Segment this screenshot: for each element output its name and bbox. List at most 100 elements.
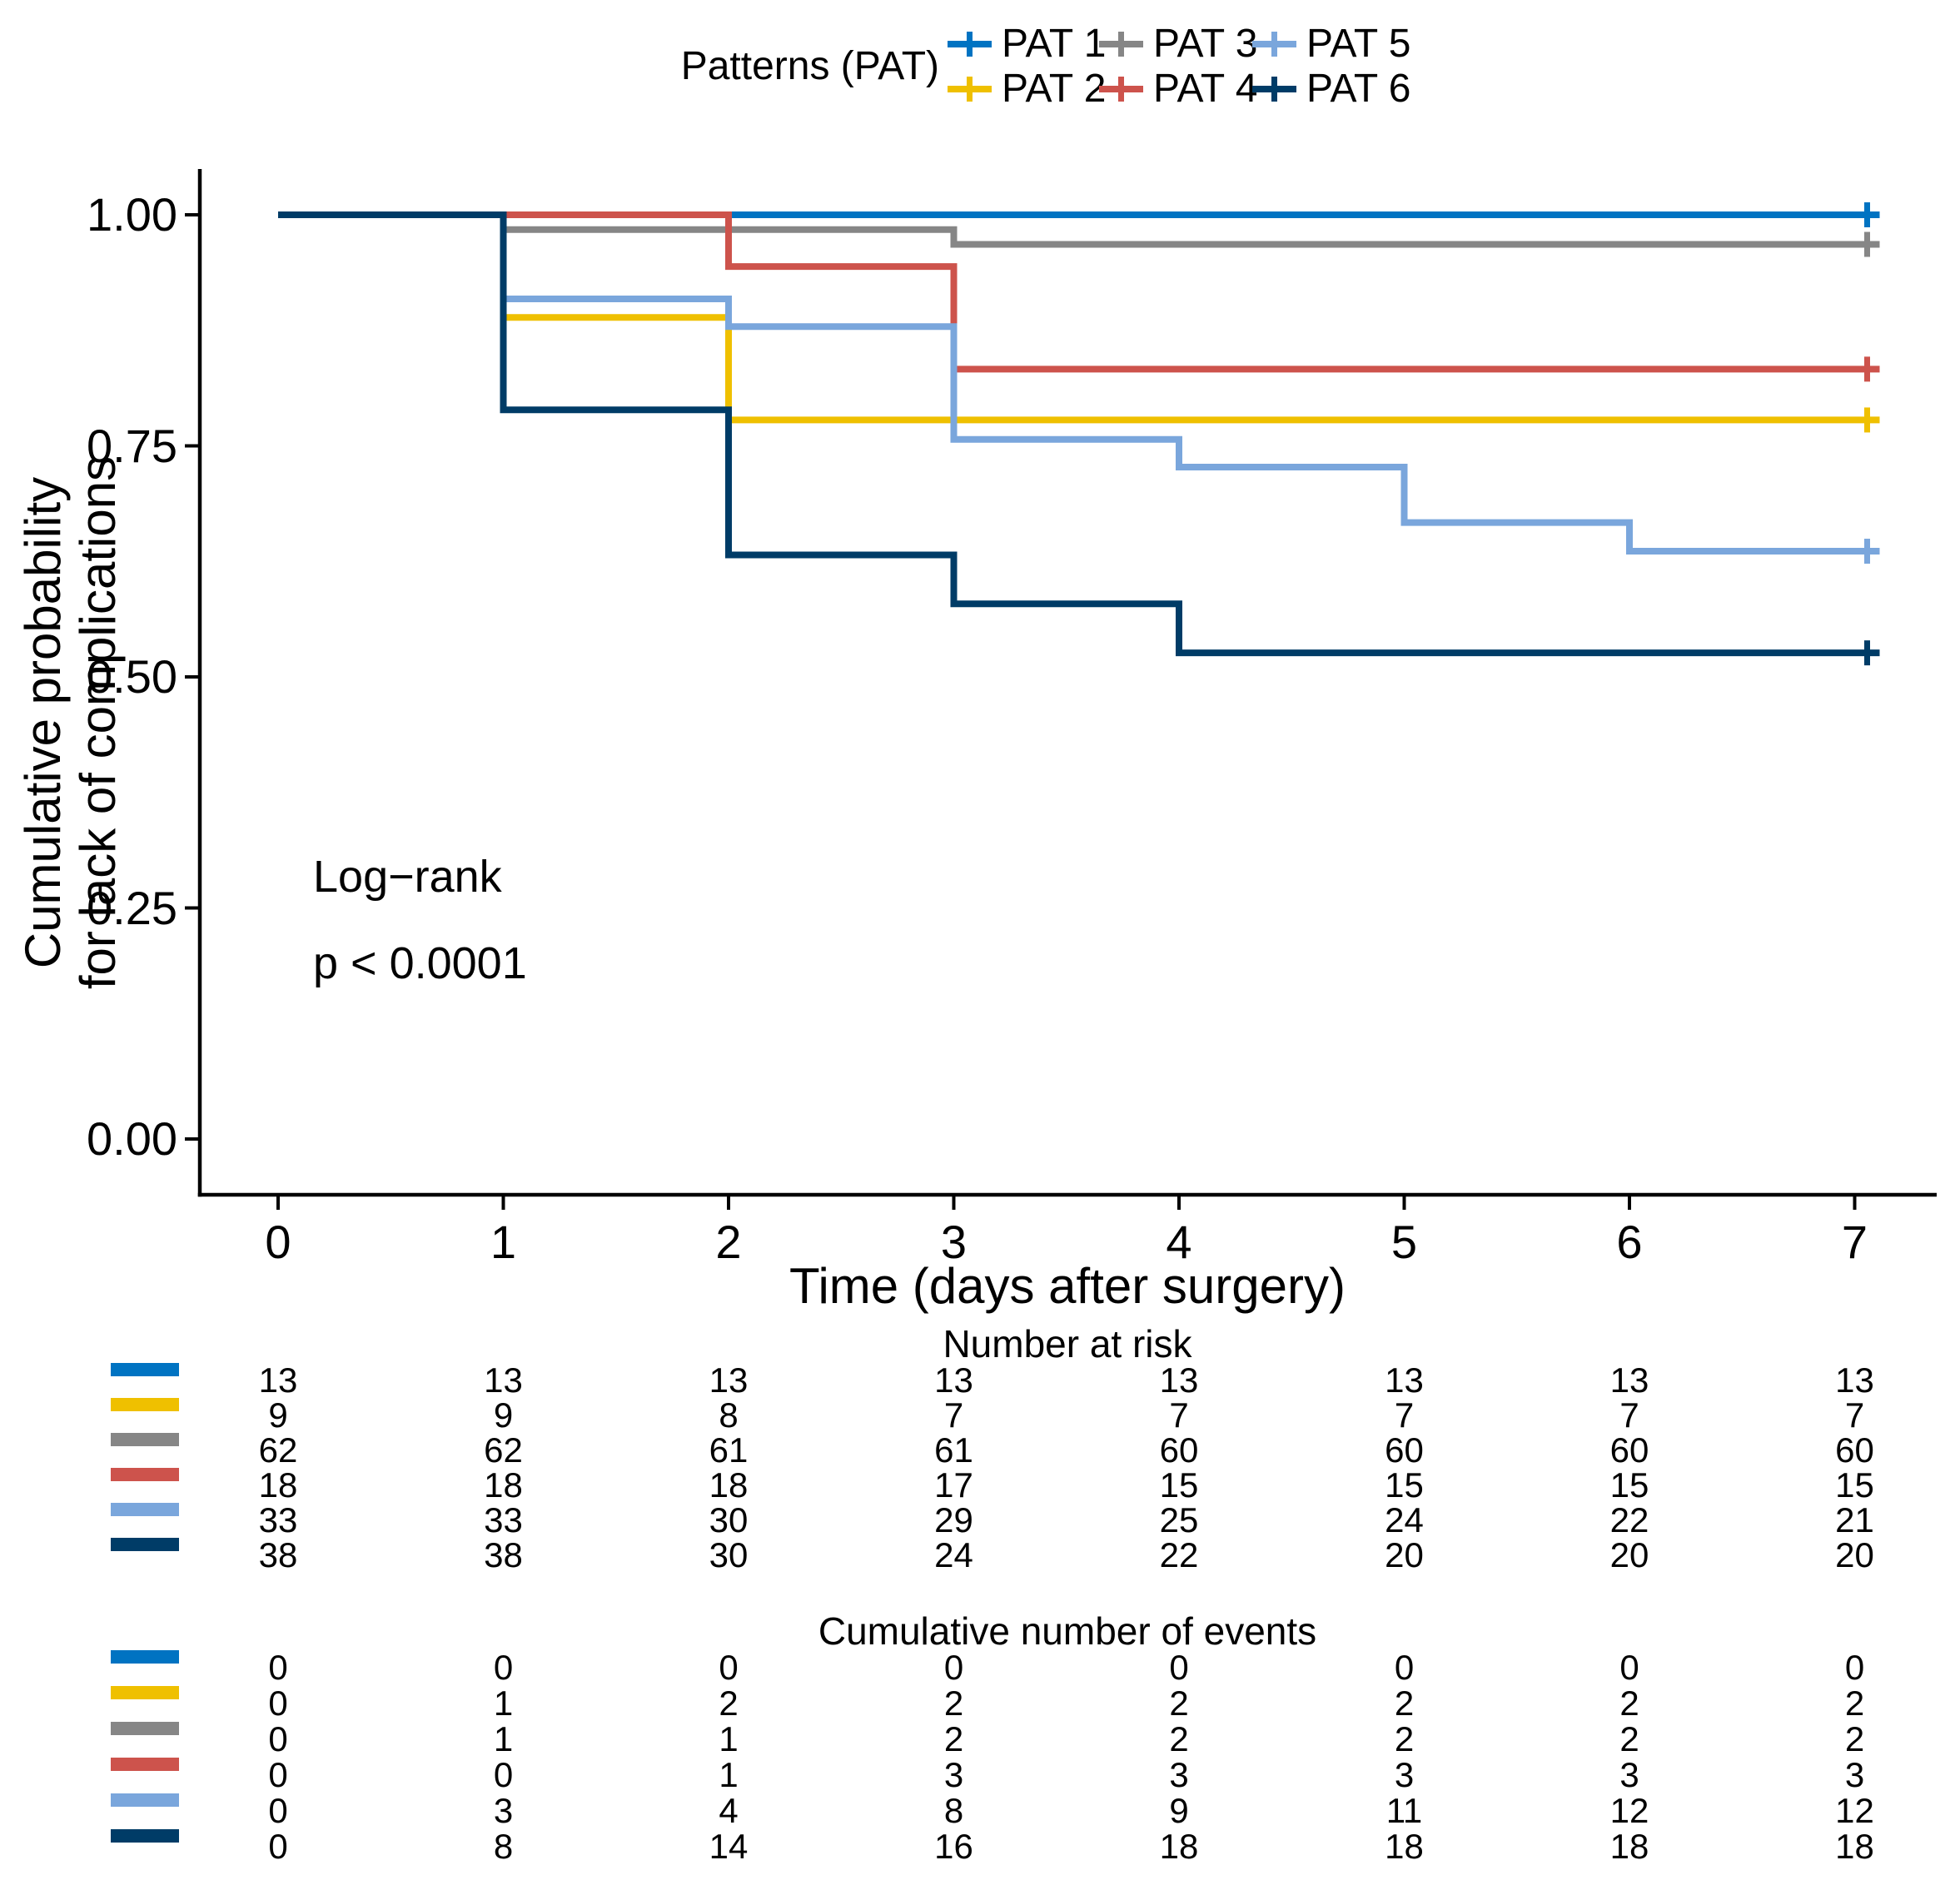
legend-key-pat-6 xyxy=(1252,77,1296,102)
legend-item-label: PAT 2 xyxy=(1002,67,1107,111)
legend-item-label: PAT 6 xyxy=(1306,67,1411,111)
events-cell-pat-6-day6: 18 xyxy=(1609,1827,1649,1866)
risk-swatch-pat-1 xyxy=(111,1363,179,1376)
legend-item-label: PAT 4 xyxy=(1153,67,1258,111)
legend-key-pat-4 xyxy=(1099,77,1143,102)
events-cell-pat-4-day7: 3 xyxy=(1844,1755,1865,1794)
events-cell-pat-3-day3: 2 xyxy=(943,1719,964,1758)
risk-cell-pat-1-day7: 13 xyxy=(1835,1360,1874,1400)
x-tick-label: 6 xyxy=(1616,1216,1643,1268)
risk-cell-pat-5-day4: 25 xyxy=(1159,1500,1199,1539)
risk-cell-pat-2-day0: 9 xyxy=(268,1395,288,1435)
censor-plus-icon xyxy=(967,32,973,57)
events-cell-pat-1-day7: 0 xyxy=(1844,1648,1865,1687)
risk-cell-pat-2-day1: 9 xyxy=(493,1395,514,1435)
risk-cell-pat-6-day0: 38 xyxy=(258,1535,298,1574)
x-tick-label: 0 xyxy=(265,1216,291,1268)
risk-swatch-pat-2 xyxy=(111,1398,179,1411)
legend-item-pat-4: PAT 4 xyxy=(1099,67,1307,111)
events-cell-pat-2-day2: 2 xyxy=(719,1684,739,1723)
risk-swatch-pat-5 xyxy=(111,1503,179,1516)
events-cell-pat-3-day7: 2 xyxy=(1844,1719,1865,1758)
risk-cell-pat-5-day3: 29 xyxy=(934,1500,973,1539)
legend-item-label: PAT 3 xyxy=(1153,22,1258,66)
y-tick-label: 0.25 xyxy=(87,881,177,934)
events-cell-pat-3-day4: 2 xyxy=(1169,1719,1189,1758)
events-swatch-pat-4 xyxy=(111,1758,179,1771)
risk-cell-pat-4-day3: 17 xyxy=(934,1465,973,1505)
risk-cell-pat-6-day2: 30 xyxy=(709,1535,749,1574)
risk-cell-pat-6-day7: 20 xyxy=(1835,1535,1874,1574)
risk-cell-pat-4-day7: 15 xyxy=(1835,1465,1874,1505)
legend-key-pat-5 xyxy=(1252,32,1296,57)
events-cell-pat-2-day3: 2 xyxy=(943,1684,964,1723)
risk-cell-pat-5-day1: 33 xyxy=(484,1500,523,1539)
risk-cell-pat-3-day3: 61 xyxy=(934,1430,973,1470)
risk-cell-pat-1-day2: 13 xyxy=(709,1360,749,1400)
events-cell-pat-4-day3: 3 xyxy=(943,1755,964,1794)
y-tick-label: 0.75 xyxy=(87,419,177,472)
censor-plus-icon xyxy=(1118,32,1124,57)
risk-swatch-pat-4 xyxy=(111,1468,179,1481)
events-swatch-pat-1 xyxy=(111,1650,179,1664)
y-tick-label: 0.50 xyxy=(87,650,177,703)
events-cell-pat-1-day4: 0 xyxy=(1169,1648,1189,1687)
legend-item-pat-5: PAT 5 xyxy=(1252,22,1460,66)
risk-cell-pat-1-day4: 13 xyxy=(1159,1360,1199,1400)
events-cell-pat-2-day0: 0 xyxy=(268,1684,288,1723)
events-cell-pat-6-day5: 18 xyxy=(1385,1827,1424,1866)
events-cell-pat-4-day1: 0 xyxy=(493,1755,514,1794)
risk-cell-pat-2-day6: 7 xyxy=(1619,1395,1639,1435)
risk-cell-pat-5-day2: 30 xyxy=(709,1500,749,1539)
risk-cell-pat-4-day1: 18 xyxy=(484,1465,523,1505)
events-cell-pat-5-day1: 3 xyxy=(493,1791,514,1830)
risk-cell-pat-3-day5: 60 xyxy=(1385,1430,1424,1470)
events-swatch-pat-6 xyxy=(111,1829,179,1843)
censor-plus-icon xyxy=(967,77,973,102)
survival-curve-pat-6 xyxy=(278,211,1880,657)
events-table-title: Cumulative number of events xyxy=(818,1609,1317,1653)
events-cell-pat-4-day6: 3 xyxy=(1619,1755,1639,1794)
risk-cell-pat-1-day3: 13 xyxy=(934,1360,973,1400)
events-cell-pat-1-day3: 0 xyxy=(943,1648,964,1687)
events-cell-pat-5-day6: 12 xyxy=(1609,1791,1649,1830)
risk-cell-pat-4-day2: 18 xyxy=(709,1465,749,1505)
events-cell-pat-4-day2: 1 xyxy=(719,1755,739,1794)
events-cell-pat-6-day3: 16 xyxy=(934,1827,973,1866)
events-cell-pat-5-day7: 12 xyxy=(1835,1791,1874,1830)
events-swatch-pat-3 xyxy=(111,1722,179,1735)
events-cell-pat-2-day7: 2 xyxy=(1844,1684,1865,1723)
risk-cell-pat-3-day2: 61 xyxy=(709,1430,749,1470)
legend-key-pat-2 xyxy=(948,77,992,102)
events-cell-pat-4-day5: 3 xyxy=(1394,1755,1415,1794)
x-tick-label: 5 xyxy=(1390,1216,1418,1268)
events-cell-pat-6-day1: 8 xyxy=(493,1827,514,1866)
risk-cell-pat-1-day0: 13 xyxy=(258,1360,298,1400)
risk-cell-pat-2-day2: 8 xyxy=(719,1395,739,1435)
legend-item-pat-3: PAT 3 xyxy=(1099,22,1307,66)
risk-cell-pat-2-day4: 7 xyxy=(1169,1395,1189,1435)
risk-cell-pat-6-day5: 20 xyxy=(1385,1535,1424,1574)
risk-cell-pat-4-day6: 15 xyxy=(1609,1465,1649,1505)
y-tick-label: 0.00 xyxy=(87,1112,177,1165)
legend-key-pat-1 xyxy=(948,32,992,57)
x-tick-label: 3 xyxy=(940,1216,968,1268)
events-cell-pat-6-day2: 14 xyxy=(709,1827,749,1866)
events-cell-pat-3-day5: 2 xyxy=(1394,1719,1415,1758)
censor-plus-icon xyxy=(1271,77,1277,102)
y-tick-label: 1.00 xyxy=(87,188,177,241)
censor-plus-icon xyxy=(1271,32,1277,57)
events-cell-pat-6-day0: 0 xyxy=(268,1827,288,1866)
legend-item-pat-1: PAT 1 xyxy=(948,22,1156,66)
risk-cell-pat-1-day5: 13 xyxy=(1385,1360,1424,1400)
events-cell-pat-6-day4: 18 xyxy=(1159,1827,1199,1866)
censor-plus-icon xyxy=(1118,77,1124,102)
x-tick-label: 1 xyxy=(490,1216,517,1268)
risk-cell-pat-2-day5: 7 xyxy=(1394,1395,1415,1435)
events-swatch-pat-5 xyxy=(111,1793,179,1807)
events-cell-pat-3-day1: 1 xyxy=(493,1719,514,1758)
risk-cell-pat-1-day6: 13 xyxy=(1609,1360,1649,1400)
events-cell-pat-4-day0: 0 xyxy=(268,1755,288,1794)
legend-item-pat-6: PAT 6 xyxy=(1252,67,1460,111)
